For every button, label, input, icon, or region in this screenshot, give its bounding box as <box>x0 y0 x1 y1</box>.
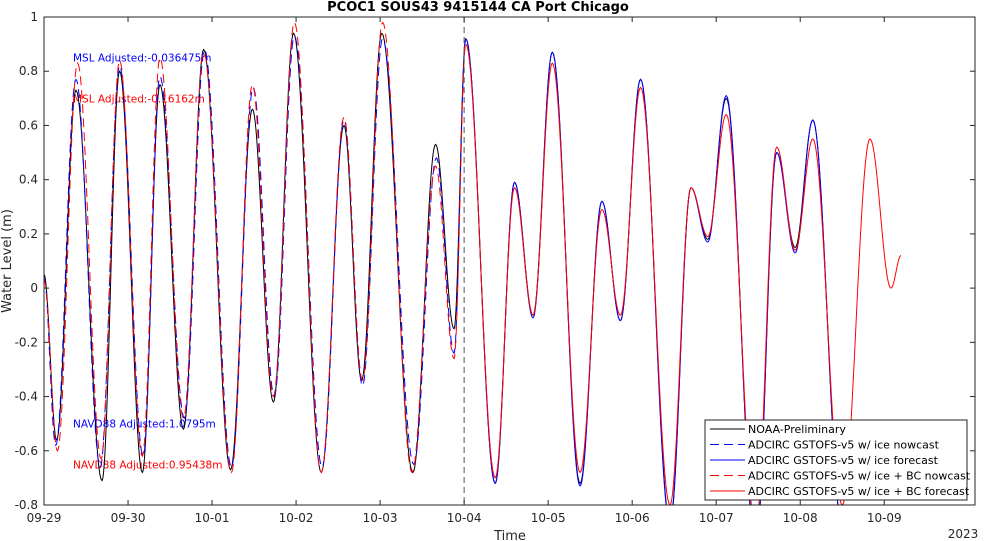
y-tick-label: 0 <box>30 281 38 295</box>
y-tick-label: -0.6 <box>15 444 38 458</box>
x-tick-label: 10-04 <box>447 511 482 525</box>
y-tick-label: 0.6 <box>19 118 38 132</box>
legend-box <box>704 419 968 501</box>
y-tick-label: -0.2 <box>15 335 38 349</box>
chart-legend: NOAA-Preliminary ADCIRC GSTOFS-v5 w/ ice … <box>704 419 971 501</box>
legend-label: ADCIRC GSTOFS-v5 w/ ice + BC nowcast <box>748 470 971 483</box>
x-tick-label: 10-01 <box>195 511 230 525</box>
x-tick-label: 10-03 <box>363 511 398 525</box>
x-axis-ticks: 09-29 09-30 10-01 10-02 10-03 10-04 10-05 10-06… <box>27 17 902 525</box>
series-layer <box>44 21 902 505</box>
x-tick-label: 10-08 <box>783 511 818 525</box>
x-tick-label: 10-07 <box>699 511 734 525</box>
legend-label: ADCIRC GSTOFS-v5 w/ ice nowcast <box>748 439 940 452</box>
x-tick-label: 10-02 <box>279 511 314 525</box>
plot-area-border <box>43 16 976 506</box>
x-axis-year-label: 2023 <box>948 527 979 541</box>
legend-label: ADCIRC GSTOFS-v5 w/ ice + BC forecast <box>748 485 970 498</box>
legend-label: ADCIRC GSTOFS-v5 w/ ice forecast <box>748 454 939 467</box>
x-axis-label: Time <box>493 529 526 541</box>
legend-label: NOAA-Preliminary <box>748 423 846 436</box>
y-tick-label: 0.4 <box>19 173 38 187</box>
y-tick-label: -0.8 <box>15 498 38 512</box>
datum-annotation: NAVD88 Adjusted:1.0795m <box>73 419 216 431</box>
y-tick-label: 0.8 <box>19 64 38 78</box>
x-tick-label: 10-06 <box>615 511 650 525</box>
series-line-4 <box>465 43 902 505</box>
series-line-3 <box>44 21 467 474</box>
datum-annotations: MSL Adjusted:-0.036475m MSL Adjusted:-0.1… <box>73 53 222 472</box>
y-axis-ticks: -0.8 -0.6 -0.4 -0.2 0 0.2 0.4 0.6 0.8 1 <box>15 10 975 512</box>
x-tick-label: 10-05 <box>531 511 566 525</box>
y-axis-label: Water Level (m) <box>0 209 15 313</box>
y-tick-label: 1 <box>30 10 38 24</box>
x-tick-label: 10-09 <box>867 511 902 525</box>
datum-annotation: MSL Adjusted:-0.036475m <box>73 53 212 65</box>
series-line-0 <box>44 32 839 505</box>
datum-annotation: NAVD88 Adjusted:0.95438m <box>73 459 222 471</box>
y-tick-label: 0.2 <box>19 227 38 241</box>
chart-title: PCOC1 SOUS43 9415144 CA Port Chicago <box>327 0 629 15</box>
x-tick-label: 09-29 <box>27 511 62 525</box>
y-tick-label: -0.4 <box>15 390 38 404</box>
x-tick-label: 09-30 <box>111 511 146 525</box>
datum-annotation: MSL Adjusted:-0.16162m <box>73 93 205 105</box>
